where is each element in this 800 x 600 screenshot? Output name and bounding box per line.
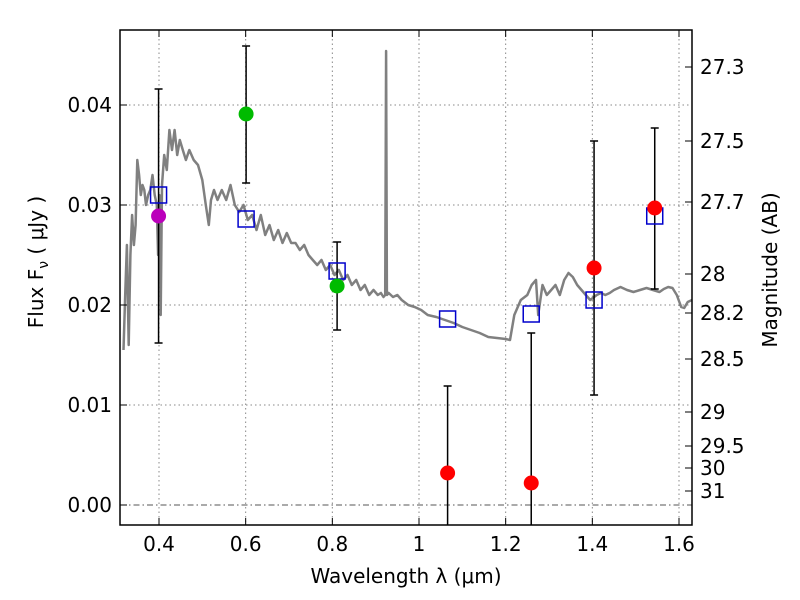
observed-point xyxy=(238,106,254,122)
x-tick-label: 1 xyxy=(413,532,426,556)
x-tick-label: 0.6 xyxy=(230,532,262,556)
y-axis-label-suffix: ( μJy ) xyxy=(24,196,48,261)
model-square xyxy=(237,210,255,228)
right-tick-label: 27.5 xyxy=(700,129,745,153)
observed-point xyxy=(647,200,663,216)
x-tick-labels: 0.4 0.6 0.8 1 1.2 1.4 1.6 xyxy=(143,532,695,556)
right-tick-label: 28.2 xyxy=(700,301,745,325)
right-tick-label: 28.5 xyxy=(700,347,745,371)
y-tick-labels: 0.00 0.01 0.02 0.03 0.04 xyxy=(67,93,112,517)
observed-point xyxy=(151,208,167,224)
grid xyxy=(120,30,692,525)
model-square xyxy=(522,305,540,323)
y-axis-label-subscript: ν xyxy=(36,261,52,269)
right-tick-label: 31 xyxy=(700,479,725,503)
x-tick-label: 0.8 xyxy=(316,532,348,556)
observed-point xyxy=(440,465,456,481)
model-square xyxy=(149,186,168,204)
errorbars xyxy=(154,45,659,525)
x-tick-label: 1.2 xyxy=(490,532,522,556)
right-tick-label: 29 xyxy=(700,400,725,424)
x-axis-label: Wavelength λ (μm) xyxy=(310,564,501,588)
y-axis-label: Flux Fν ( μJy ) xyxy=(24,196,52,328)
right-tick-label: 27.3 xyxy=(700,55,745,79)
plot-frame xyxy=(119,29,693,526)
observed-point xyxy=(586,260,602,276)
y-tick-label: 0.00 xyxy=(67,493,112,517)
right-axis-label: Magnitude (AB) xyxy=(758,192,782,347)
observed-points xyxy=(151,106,663,491)
observed-point xyxy=(329,278,345,294)
x-tick-label: 1.4 xyxy=(576,532,608,556)
observed-point xyxy=(523,475,539,491)
model-points xyxy=(149,186,664,328)
axis-ticks xyxy=(120,30,692,525)
sed-layer xyxy=(122,49,693,351)
right-tick-label: 28 xyxy=(700,262,725,286)
sed-curve xyxy=(122,49,693,351)
y-tick-label: 0.02 xyxy=(67,293,112,317)
y-tick-label: 0.03 xyxy=(67,193,112,217)
y-axis-label-prefix: Flux F xyxy=(24,269,48,328)
y-tick-label: 0.04 xyxy=(67,93,112,117)
model-square xyxy=(585,291,603,309)
model-square xyxy=(438,310,457,328)
right-tick-label: 30 xyxy=(700,456,725,480)
right-tick-label: 29.5 xyxy=(700,434,745,458)
x-tick-label: 0.4 xyxy=(143,532,175,556)
y-tick-label: 0.01 xyxy=(67,393,112,417)
right-tick-label: 27.7 xyxy=(700,190,745,214)
x-tick-label: 1.6 xyxy=(663,532,695,556)
